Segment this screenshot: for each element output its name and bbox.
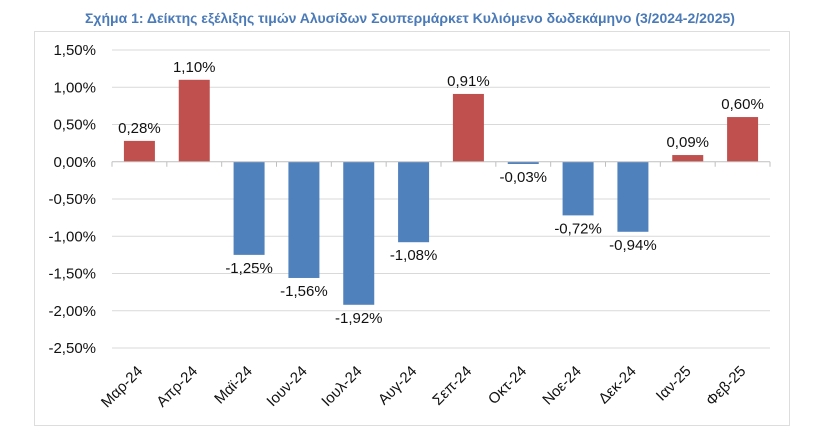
bar: [233, 161, 265, 255]
x-tick-label: Νοε-24: [539, 363, 585, 409]
data-label: -1,92%: [335, 310, 383, 327]
chart-frame: [34, 31, 790, 426]
y-tick-label: 1,50%: [53, 42, 96, 59]
data-label: -1,56%: [280, 283, 328, 300]
y-tick-label: 1,00%: [53, 79, 96, 96]
x-tick-label: Οκτ-24: [485, 363, 530, 408]
x-tick-label: Σεπ-24: [429, 363, 475, 409]
data-label: 1,10%: [173, 59, 216, 76]
x-tick-label: Μαρ-24: [98, 363, 146, 411]
y-tick-label: -0,50%: [48, 191, 96, 208]
data-label: 0,09%: [666, 134, 709, 151]
bar: [452, 93, 484, 162]
bar: [617, 161, 649, 232]
data-label: -1,08%: [390, 247, 438, 264]
y-tick-label: -2,00%: [48, 303, 96, 320]
x-tick-label: Αυγ-24: [375, 363, 421, 409]
data-label: -0,72%: [554, 220, 602, 237]
y-tick-label: -2,50%: [48, 340, 96, 357]
bar: [288, 161, 320, 278]
bar: [562, 161, 594, 216]
bar: [672, 155, 704, 162]
bar: [507, 161, 539, 164]
data-label: 0,28%: [118, 120, 161, 137]
chart-title: Σχήμα 1: Δείκτης εξέλιξης τιμών Αλυσίδων…: [85, 10, 735, 26]
y-tick-label: 0,00%: [53, 154, 96, 171]
data-label: 0,60%: [721, 96, 764, 113]
data-label: 0,91%: [447, 73, 490, 90]
bar: [178, 79, 210, 162]
y-tick-label: -1,50%: [48, 266, 96, 283]
x-tick-label: Μαϊ-24: [211, 363, 256, 408]
bar: [398, 161, 430, 243]
bar: [727, 117, 759, 162]
bar: [123, 140, 155, 162]
data-label: -0,03%: [499, 169, 547, 186]
x-tick-label: Δεκ-24: [595, 363, 639, 407]
data-label: -1,25%: [225, 260, 273, 277]
x-tick-label: Ιουλ-24: [318, 363, 365, 410]
data-label: -0,94%: [609, 237, 657, 254]
x-tick-label: Φεβ-25: [703, 363, 750, 410]
x-tick-label: Ιαν-25: [653, 363, 695, 405]
bar: [343, 161, 375, 305]
x-tick-label: Ιουν-24: [263, 363, 310, 410]
x-tick-label: Απρ-24: [153, 363, 201, 411]
y-tick-label: -1,00%: [48, 228, 96, 245]
y-tick-label: 0,50%: [53, 117, 96, 134]
